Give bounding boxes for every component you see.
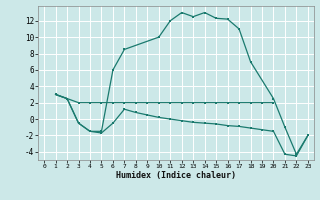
X-axis label: Humidex (Indice chaleur): Humidex (Indice chaleur) [116,171,236,180]
